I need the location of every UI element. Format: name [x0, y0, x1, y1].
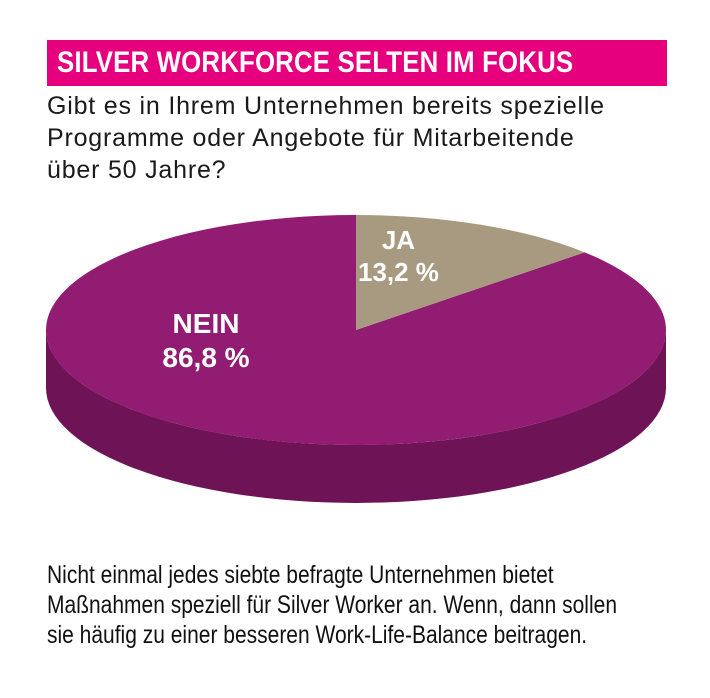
slice-label-nein: NEIN — [173, 308, 240, 339]
caption-line-2: Maßnahmen speziell für Silver Worker an.… — [47, 591, 618, 619]
question-line-2: Programme oder Angebote für Mitarbeitend… — [47, 124, 575, 152]
question-line-3: über 50 Jahre? — [47, 156, 227, 184]
survey-question: Gibt es in Ihrem Unternehmen bereits spe… — [47, 90, 687, 186]
caption-line-3: sie häufig zu einer besseren Work-Life-B… — [47, 621, 588, 649]
question-line-1: Gibt es in Ihrem Unternehmen bereits spe… — [47, 92, 605, 120]
chart-title-bar: SILVER WORKFORCE SELTEN IM FOKUS — [47, 40, 668, 86]
pie-slice-nein — [45, 214, 666, 445]
slice-label-ja: JA — [382, 225, 415, 255]
chart-title: SILVER WORKFORCE SELTEN IM FOKUS — [57, 46, 574, 79]
pie-side-nein — [46, 330, 666, 503]
pie-chart: JA 13,2 % NEIN 86,8 % — [45, 214, 666, 503]
pie-slice-ja — [356, 215, 585, 330]
chart-caption: Nicht einmal jedes siebte befragte Unter… — [47, 560, 687, 650]
slice-value-nein: 86,8 % — [162, 342, 249, 373]
caption-line-1: Nicht einmal jedes siebte befragte Unter… — [47, 561, 554, 589]
slice-value-ja: 13,2 % — [358, 257, 439, 287]
